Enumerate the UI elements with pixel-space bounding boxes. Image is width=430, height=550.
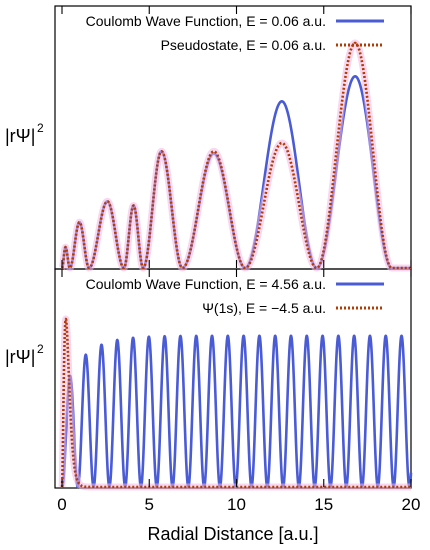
x-tick-label: 0 bbox=[57, 495, 66, 514]
bottom-ylabel-sup: 2 bbox=[37, 342, 44, 356]
legend-bottom-label-1: Coulomb Wave Function, E = 4.56 a.u. bbox=[86, 276, 326, 292]
x-axis: 0 5 10 15 20 bbox=[57, 6, 420, 514]
top-series-2-line-halo bbox=[58, 39, 415, 272]
bottom-legend: Coulomb Wave Function, E = 4.56 a.u. Ψ(1… bbox=[86, 276, 384, 316]
bottom-series-layer bbox=[58, 315, 415, 491]
x-tick-label: 10 bbox=[227, 495, 246, 514]
top-ylabel-text: |rΨ| bbox=[5, 126, 35, 146]
top-series-layer bbox=[58, 39, 415, 272]
x-tick-label: 15 bbox=[314, 495, 333, 514]
top-y-axis-label: |rΨ| 2 bbox=[5, 121, 44, 146]
bottom-series-1-line bbox=[60, 334, 413, 489]
legend-top-label-2: Pseudostate, E = 0.06 a.u. bbox=[161, 37, 326, 53]
x-tick-label: 20 bbox=[402, 495, 421, 514]
x-axis-title: Radial Distance [a.u.] bbox=[147, 524, 318, 544]
top-legend: Coulomb Wave Function, E = 0.06 a.u. Pse… bbox=[86, 13, 384, 53]
top-ylabel-sup: 2 bbox=[37, 121, 44, 135]
legend-bottom-label-2: Ψ(1s), E = −4.5 a.u. bbox=[202, 300, 326, 316]
x-tick-label: 5 bbox=[145, 495, 154, 514]
bottom-ylabel-text: |rΨ| bbox=[5, 347, 35, 367]
legend-top-label-1: Coulomb Wave Function, E = 0.06 a.u. bbox=[86, 13, 326, 29]
bottom-y-axis-label: |rΨ| 2 bbox=[5, 342, 44, 367]
